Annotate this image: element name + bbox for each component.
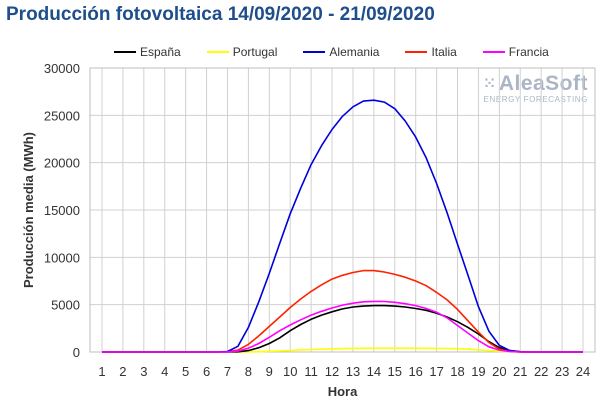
y-tick-label-3: 15000 xyxy=(44,203,80,218)
legend-item-espana: España xyxy=(114,45,181,59)
chart-legend: España Portugal Alemania Italia Francia xyxy=(114,44,575,60)
x-tick-label-17: 18 xyxy=(450,364,464,379)
legend-swatch-alemania xyxy=(303,51,326,53)
x-tick-label-23: 24 xyxy=(576,364,590,379)
x-tick-label-2: 3 xyxy=(140,364,147,379)
legend-label-alemania: Alemania xyxy=(329,45,380,59)
x-tick-label-14: 15 xyxy=(388,364,402,379)
x-tick-label-11: 12 xyxy=(325,364,339,379)
x-tick-label-9: 10 xyxy=(283,364,297,379)
x-tick-label-18: 19 xyxy=(471,364,485,379)
legend-item-alemania: Alemania xyxy=(303,45,379,59)
watermark-brand: AleaSoft xyxy=(498,72,588,95)
legend-label-italia: Italia xyxy=(431,45,457,59)
y-tick-label-2: 10000 xyxy=(44,250,80,265)
x-tick-label-19: 20 xyxy=(492,364,506,379)
legend-label-portugal: Portugal xyxy=(232,45,278,59)
watermark-subtitle: ENERGY FORECASTING xyxy=(483,95,588,104)
y-tick-label-4: 20000 xyxy=(44,156,80,171)
y-tick-label-1: 5000 xyxy=(51,298,80,313)
x-tick-label-7: 8 xyxy=(245,364,252,379)
x-tick-label-16: 17 xyxy=(429,364,443,379)
legend-item-francia: Francia xyxy=(482,45,549,59)
x-tick-label-8: 9 xyxy=(266,364,273,379)
legend-item-portugal: Portugal xyxy=(206,45,278,59)
x-tick-label-15: 16 xyxy=(408,364,422,379)
grid-dots-icon: ⁙ xyxy=(483,75,496,91)
x-tick-label-6: 7 xyxy=(224,364,231,379)
legend-swatch-francia xyxy=(482,51,505,53)
y-tick-label-5: 25000 xyxy=(44,108,80,123)
x-tick-label-5: 6 xyxy=(203,364,210,379)
legend-swatch-portugal xyxy=(206,51,229,53)
y-tick-label-6: 30000 xyxy=(44,61,80,76)
legend-label-espana: España xyxy=(140,45,181,59)
x-tick-label-21: 22 xyxy=(534,364,548,379)
x-tick-label-13: 14 xyxy=(367,364,381,379)
legend-label-francia: Francia xyxy=(508,45,549,59)
legend-swatch-espana xyxy=(114,51,136,53)
series-line-espana xyxy=(102,304,583,353)
x-tick-label-12: 13 xyxy=(346,364,360,379)
series-line-alemania xyxy=(102,99,583,353)
aleasoft-watermark: ⁙ AleaSoft ENERGY FORECASTING xyxy=(448,72,588,105)
x-tick-label-3: 4 xyxy=(161,364,168,379)
y-axis-title: Producción media (MWh) xyxy=(21,132,36,288)
series-line-francia xyxy=(102,300,583,353)
x-tick-label-1: 2 xyxy=(119,364,126,379)
y-tick-label-0: 0 xyxy=(73,345,80,360)
legend-item-italia: Italia xyxy=(405,45,457,59)
x-tick-label-4: 5 xyxy=(182,364,189,379)
x-tick-label-10: 11 xyxy=(304,364,318,379)
series-line-italia xyxy=(102,269,583,353)
x-axis-title: Hora xyxy=(328,384,358,399)
plot-area-frame xyxy=(89,67,596,353)
x-tick-label-0: 1 xyxy=(98,364,105,379)
legend-swatch-italia xyxy=(405,51,428,53)
x-tick-label-22: 23 xyxy=(555,364,569,379)
chart-title: Producción fotovoltaica 14/09/2020 - 21/… xyxy=(6,4,435,25)
x-tick-label-20: 21 xyxy=(513,364,527,379)
